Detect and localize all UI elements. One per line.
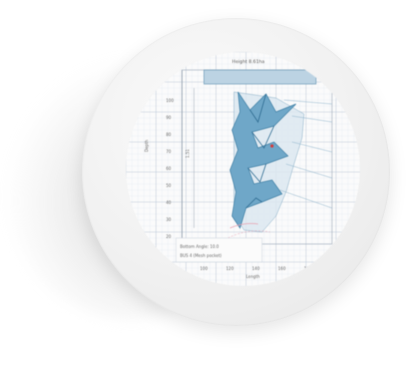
y-tick-label: 90: [166, 115, 172, 120]
y-tick-label: 50: [166, 183, 172, 188]
x-tick-label: 120: [226, 266, 234, 271]
top-label: Height 8.61ha: [232, 59, 265, 65]
bottom-label-2: BUS 4 (Mesh pocket): [180, 253, 222, 258]
legend-box: Bottom Angle: 10.0 BUS 4 (Mesh pocket): [175, 237, 263, 263]
y-tick-label: 80: [166, 132, 172, 137]
magnifier-lens: Height 8.61ha 100 90 80 70 60 50 40 30 20 Depth …: [126, 52, 360, 286]
bottom-label-1: Bottom Angle: 10.0: [180, 244, 219, 249]
x-axis-label: Length: [246, 274, 260, 279]
y-tick-label: 30: [166, 217, 172, 222]
inner-dimension-label: 1.51: [185, 149, 190, 158]
y-axis-label: Depth: [144, 139, 149, 152]
y-tick-label: 60: [166, 166, 172, 171]
net-shape: [227, 91, 333, 239]
y-tick-label: 70: [166, 149, 172, 154]
x-tick-label: 100: [200, 266, 208, 271]
top-bar: [203, 69, 317, 85]
x-tick-label: 160: [278, 266, 286, 271]
y-tick-label: 100: [166, 98, 174, 103]
y-tick-labels: 100 90 80 70 60 50 40 30 20: [166, 98, 174, 239]
x-tick-label: 140: [252, 266, 260, 271]
y-tick-label: 40: [166, 200, 172, 205]
y-tick-label: 20: [166, 234, 172, 239]
